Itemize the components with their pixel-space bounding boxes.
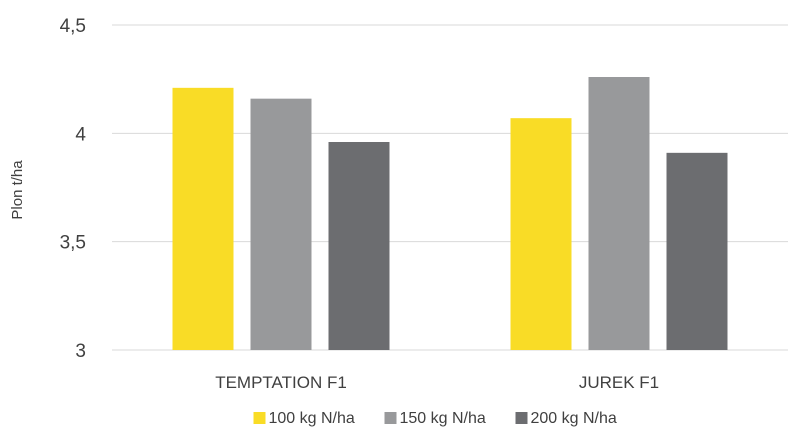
legend-item: 150 kg N/ha xyxy=(384,410,486,427)
legend: 100 kg N/ha 150 kg N/ha 200 kg N/ha xyxy=(253,410,617,427)
legend-label: 150 kg N/ha xyxy=(400,410,486,427)
bar xyxy=(250,98,312,351)
legend-swatch xyxy=(515,412,528,424)
x-category-label: JUREK F1 xyxy=(579,373,659,392)
legend-label: 200 kg N/ha xyxy=(531,410,617,427)
y-tick-label: 3 xyxy=(75,341,86,362)
bar xyxy=(328,142,390,350)
legend-label: 100 kg N/ha xyxy=(269,410,355,427)
x-category-label: TEMPTATION F1 xyxy=(215,373,347,392)
legend-item: 100 kg N/ha xyxy=(253,410,355,427)
y-tick-label: 4,5 xyxy=(60,16,86,37)
legend-item: 200 kg N/ha xyxy=(515,410,617,427)
bar xyxy=(172,87,234,350)
bars xyxy=(172,77,728,351)
legend-swatch xyxy=(253,412,266,424)
x-axis-categories: TEMPTATION F1 JUREK F1 xyxy=(215,373,659,392)
y-axis-label: Plon t/ha xyxy=(9,160,26,220)
legend-swatch xyxy=(384,412,397,424)
bar xyxy=(588,77,650,350)
y-tick-label: 3,5 xyxy=(60,233,86,254)
bar xyxy=(510,118,572,351)
y-tick-label: 4 xyxy=(75,124,86,145)
y-axis-ticks: 3 3,5 4 4,5 xyxy=(60,16,87,362)
bar xyxy=(666,152,728,350)
